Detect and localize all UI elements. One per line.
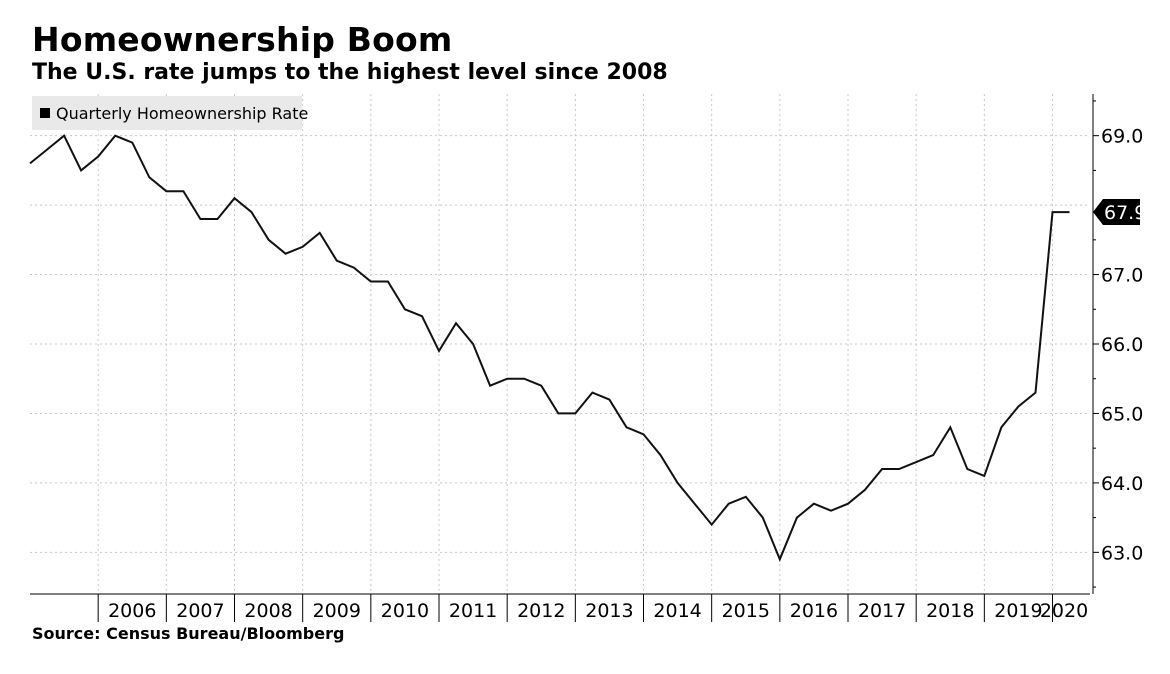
x-tick-label: 2015	[722, 600, 770, 622]
last-value-tag	[1093, 199, 1140, 226]
x-tick-label: 2020	[1040, 600, 1088, 622]
x-tick-label: 2016	[790, 600, 838, 622]
last-value-label: 67.9	[1104, 202, 1146, 224]
source-note: Source: Census Bureau/Bloomberg	[32, 624, 345, 643]
last-value-marker: 67.9	[1093, 199, 1146, 226]
x-tick-label: 2010	[381, 600, 429, 622]
y-tick-label: 64.0	[1101, 473, 1143, 495]
x-tick-label: 2011	[449, 600, 497, 622]
legend: Quarterly Homeownership Rate	[32, 96, 308, 130]
legend-box	[32, 96, 302, 130]
legend-label: Quarterly Homeownership Rate	[56, 104, 308, 123]
x-tick-label: 2019	[994, 600, 1042, 622]
legend-swatch	[40, 108, 50, 118]
series-group	[29, 134, 1070, 562]
x-tick-label: 2014	[653, 600, 701, 622]
x-tick-label: 2018	[926, 600, 974, 622]
x-axis: 2006 2007 2008 2009 2010 2011 2012 2013 2014 2015…	[30, 593, 1090, 622]
x-tick-label: 2009	[313, 600, 361, 622]
x-tick-label: 2007	[176, 600, 224, 622]
y-tick-label: 67.0	[1101, 265, 1143, 287]
y-tick-label: 66.0	[1101, 334, 1143, 356]
x-tick-label: 2012	[517, 600, 565, 622]
grid	[30, 94, 1090, 594]
y-tick-label: 69.0	[1101, 126, 1143, 148]
chart-subtitle: The U.S. rate jumps to the highest level…	[32, 60, 668, 85]
series-line-homeownership-rate	[29, 134, 1070, 562]
x-tick-label: 2008	[244, 600, 292, 622]
x-tick-label: 2017	[858, 600, 906, 622]
x-tick-label: 2006	[108, 600, 156, 622]
y-tick-label: 63.0	[1101, 542, 1143, 564]
chart-title: Homeownership Boom	[32, 20, 453, 59]
y-axis: 63.0 64.0 65.0 66.0 67.0 69.0	[1092, 94, 1143, 594]
y-tick-label: 65.0	[1101, 403, 1143, 425]
x-tick-label: 2013	[585, 600, 633, 622]
